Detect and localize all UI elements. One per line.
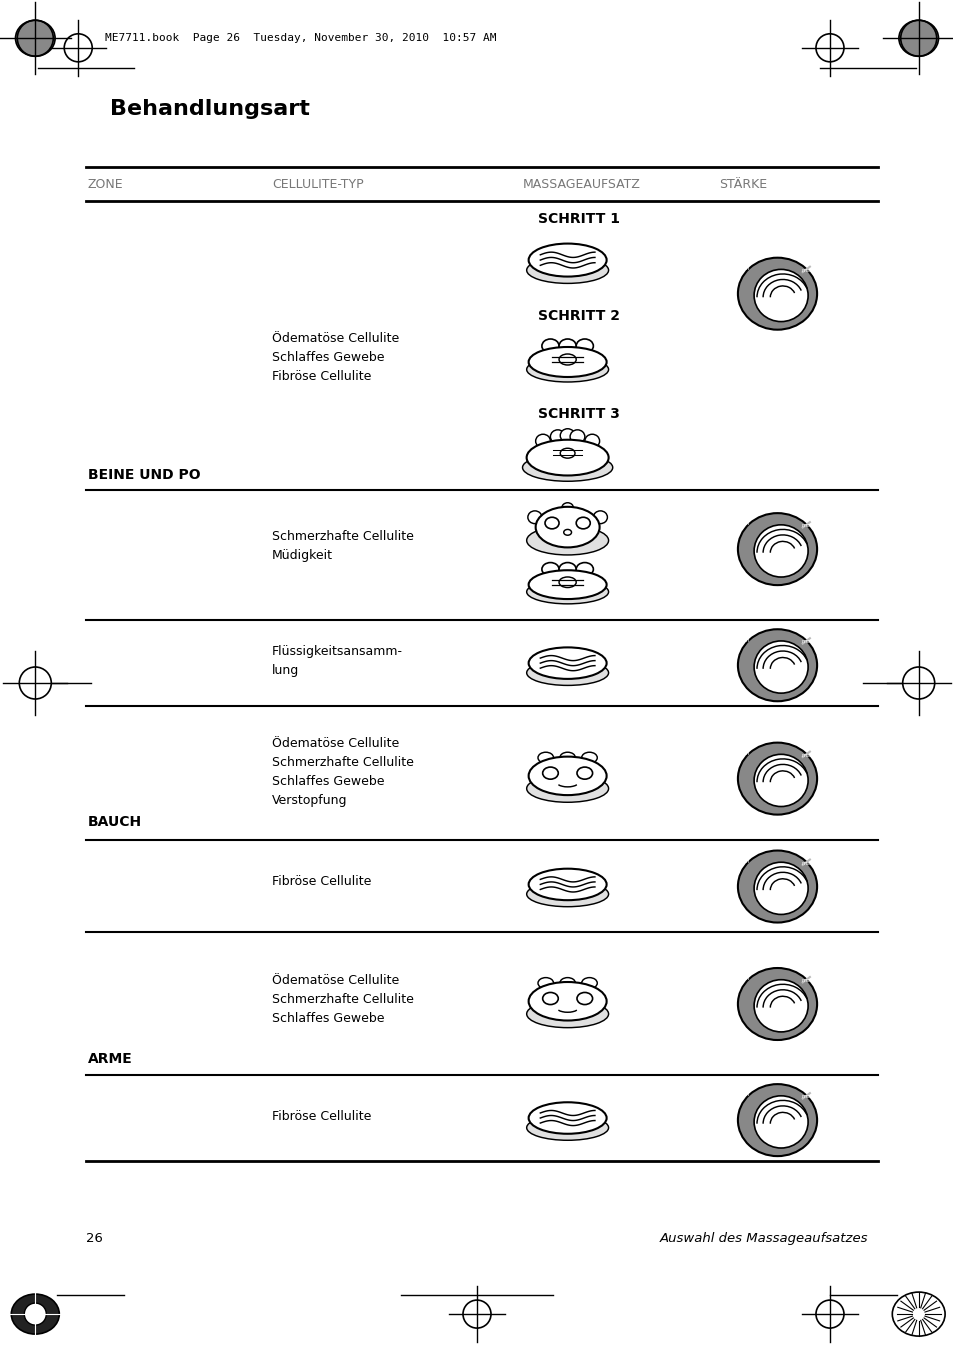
Text: Schmerzhafte Cellulite
Müdigkeit: Schmerzhafte Cellulite Müdigkeit — [272, 530, 414, 563]
Ellipse shape — [537, 978, 553, 989]
Text: BEINE UND PO: BEINE UND PO — [88, 469, 200, 482]
Text: SCHRITT 2: SCHRITT 2 — [537, 309, 619, 322]
Text: ZONE: ZONE — [88, 178, 123, 191]
Ellipse shape — [526, 357, 608, 382]
Text: Behandlungsart: Behandlungsart — [110, 100, 310, 119]
Ellipse shape — [528, 869, 606, 900]
Text: min: min — [740, 266, 750, 270]
Ellipse shape — [576, 563, 593, 576]
Text: max: max — [801, 978, 813, 984]
Circle shape — [24, 1303, 47, 1325]
Ellipse shape — [753, 862, 807, 914]
Text: Ödematöse Cellulite
Schlaffes Gewebe
Fibröse Cellulite: Ödematöse Cellulite Schlaffes Gewebe Fib… — [272, 332, 398, 384]
Ellipse shape — [753, 641, 807, 693]
Ellipse shape — [11, 1294, 59, 1335]
Text: BAUCH: BAUCH — [88, 816, 142, 829]
Text: 26: 26 — [86, 1232, 103, 1246]
Text: SCHRITT 1: SCHRITT 1 — [537, 212, 619, 225]
Ellipse shape — [737, 514, 817, 585]
Ellipse shape — [753, 754, 807, 806]
Text: max: max — [801, 861, 813, 866]
Text: min: min — [740, 638, 750, 642]
Ellipse shape — [526, 440, 608, 475]
Ellipse shape — [898, 20, 938, 56]
Ellipse shape — [526, 660, 608, 686]
Ellipse shape — [891, 1292, 944, 1336]
Text: min: min — [740, 859, 750, 863]
Ellipse shape — [737, 968, 817, 1040]
Text: Fibröse Cellulite: Fibröse Cellulite — [272, 1109, 371, 1123]
Ellipse shape — [593, 511, 607, 523]
Text: CELLULITE-TYP: CELLULITE-TYP — [272, 178, 363, 191]
Ellipse shape — [753, 1096, 807, 1147]
Ellipse shape — [558, 339, 576, 352]
Ellipse shape — [15, 20, 55, 56]
Ellipse shape — [570, 430, 584, 444]
Text: Auswahl des Massageaufsatzes: Auswahl des Massageaufsatzes — [659, 1232, 867, 1246]
Ellipse shape — [753, 979, 807, 1031]
Ellipse shape — [737, 1085, 817, 1156]
Ellipse shape — [528, 647, 606, 679]
Ellipse shape — [526, 1000, 608, 1027]
Text: ME7711.book  Page 26  Tuesday, November 30, 2010  10:57 AM: ME7711.book Page 26 Tuesday, November 30… — [105, 33, 496, 44]
Ellipse shape — [535, 434, 550, 448]
Ellipse shape — [526, 1115, 608, 1141]
Text: SCHRITT 3: SCHRITT 3 — [537, 407, 618, 421]
Ellipse shape — [737, 743, 817, 814]
Ellipse shape — [528, 1102, 606, 1134]
Ellipse shape — [558, 576, 576, 587]
Ellipse shape — [576, 339, 593, 352]
Ellipse shape — [541, 563, 558, 576]
Ellipse shape — [559, 448, 575, 458]
Ellipse shape — [526, 881, 608, 907]
Text: min: min — [740, 1093, 750, 1097]
Text: min: min — [740, 751, 750, 755]
Ellipse shape — [737, 851, 817, 922]
Ellipse shape — [559, 429, 575, 443]
Ellipse shape — [537, 753, 553, 764]
Ellipse shape — [558, 354, 576, 365]
Ellipse shape — [584, 434, 599, 448]
Text: max: max — [801, 523, 813, 529]
Ellipse shape — [737, 258, 817, 329]
Ellipse shape — [558, 563, 576, 576]
Text: Fibröse Cellulite: Fibröse Cellulite — [272, 874, 371, 888]
Text: min: min — [740, 522, 750, 526]
Text: max: max — [801, 1094, 813, 1100]
Text: STÄRKE: STÄRKE — [719, 178, 766, 191]
Text: max: max — [801, 268, 813, 273]
Ellipse shape — [527, 511, 541, 523]
Ellipse shape — [753, 525, 807, 576]
Ellipse shape — [737, 630, 817, 701]
Ellipse shape — [526, 775, 608, 802]
Ellipse shape — [561, 503, 573, 514]
Text: MASSAGEAUFSATZ: MASSAGEAUFSATZ — [522, 178, 640, 191]
Ellipse shape — [581, 753, 597, 764]
Ellipse shape — [528, 982, 606, 1020]
Ellipse shape — [528, 243, 606, 276]
Ellipse shape — [522, 454, 612, 481]
Text: Ödematöse Cellulite
Schmerzhafte Cellulite
Schlaffes Gewebe
Verstopfung: Ödematöse Cellulite Schmerzhafte Celluli… — [272, 736, 414, 807]
Text: ARME: ARME — [88, 1052, 132, 1065]
Text: max: max — [801, 753, 813, 758]
Text: max: max — [801, 639, 813, 645]
Ellipse shape — [526, 257, 608, 283]
Ellipse shape — [559, 753, 575, 764]
Ellipse shape — [528, 570, 606, 600]
Text: Ödematöse Cellulite
Schmerzhafte Cellulite
Schlaffes Gewebe: Ödematöse Cellulite Schmerzhafte Celluli… — [272, 974, 414, 1026]
Ellipse shape — [541, 339, 558, 352]
Ellipse shape — [753, 269, 807, 321]
Ellipse shape — [528, 347, 606, 377]
Ellipse shape — [528, 757, 606, 795]
Ellipse shape — [526, 579, 608, 604]
Ellipse shape — [550, 430, 564, 444]
Ellipse shape — [526, 526, 608, 555]
Ellipse shape — [535, 507, 599, 548]
Ellipse shape — [581, 978, 597, 989]
Text: Flüssigkeitsansamm-
lung: Flüssigkeitsansamm- lung — [272, 645, 402, 678]
Ellipse shape — [559, 978, 575, 989]
Text: min: min — [740, 977, 750, 981]
